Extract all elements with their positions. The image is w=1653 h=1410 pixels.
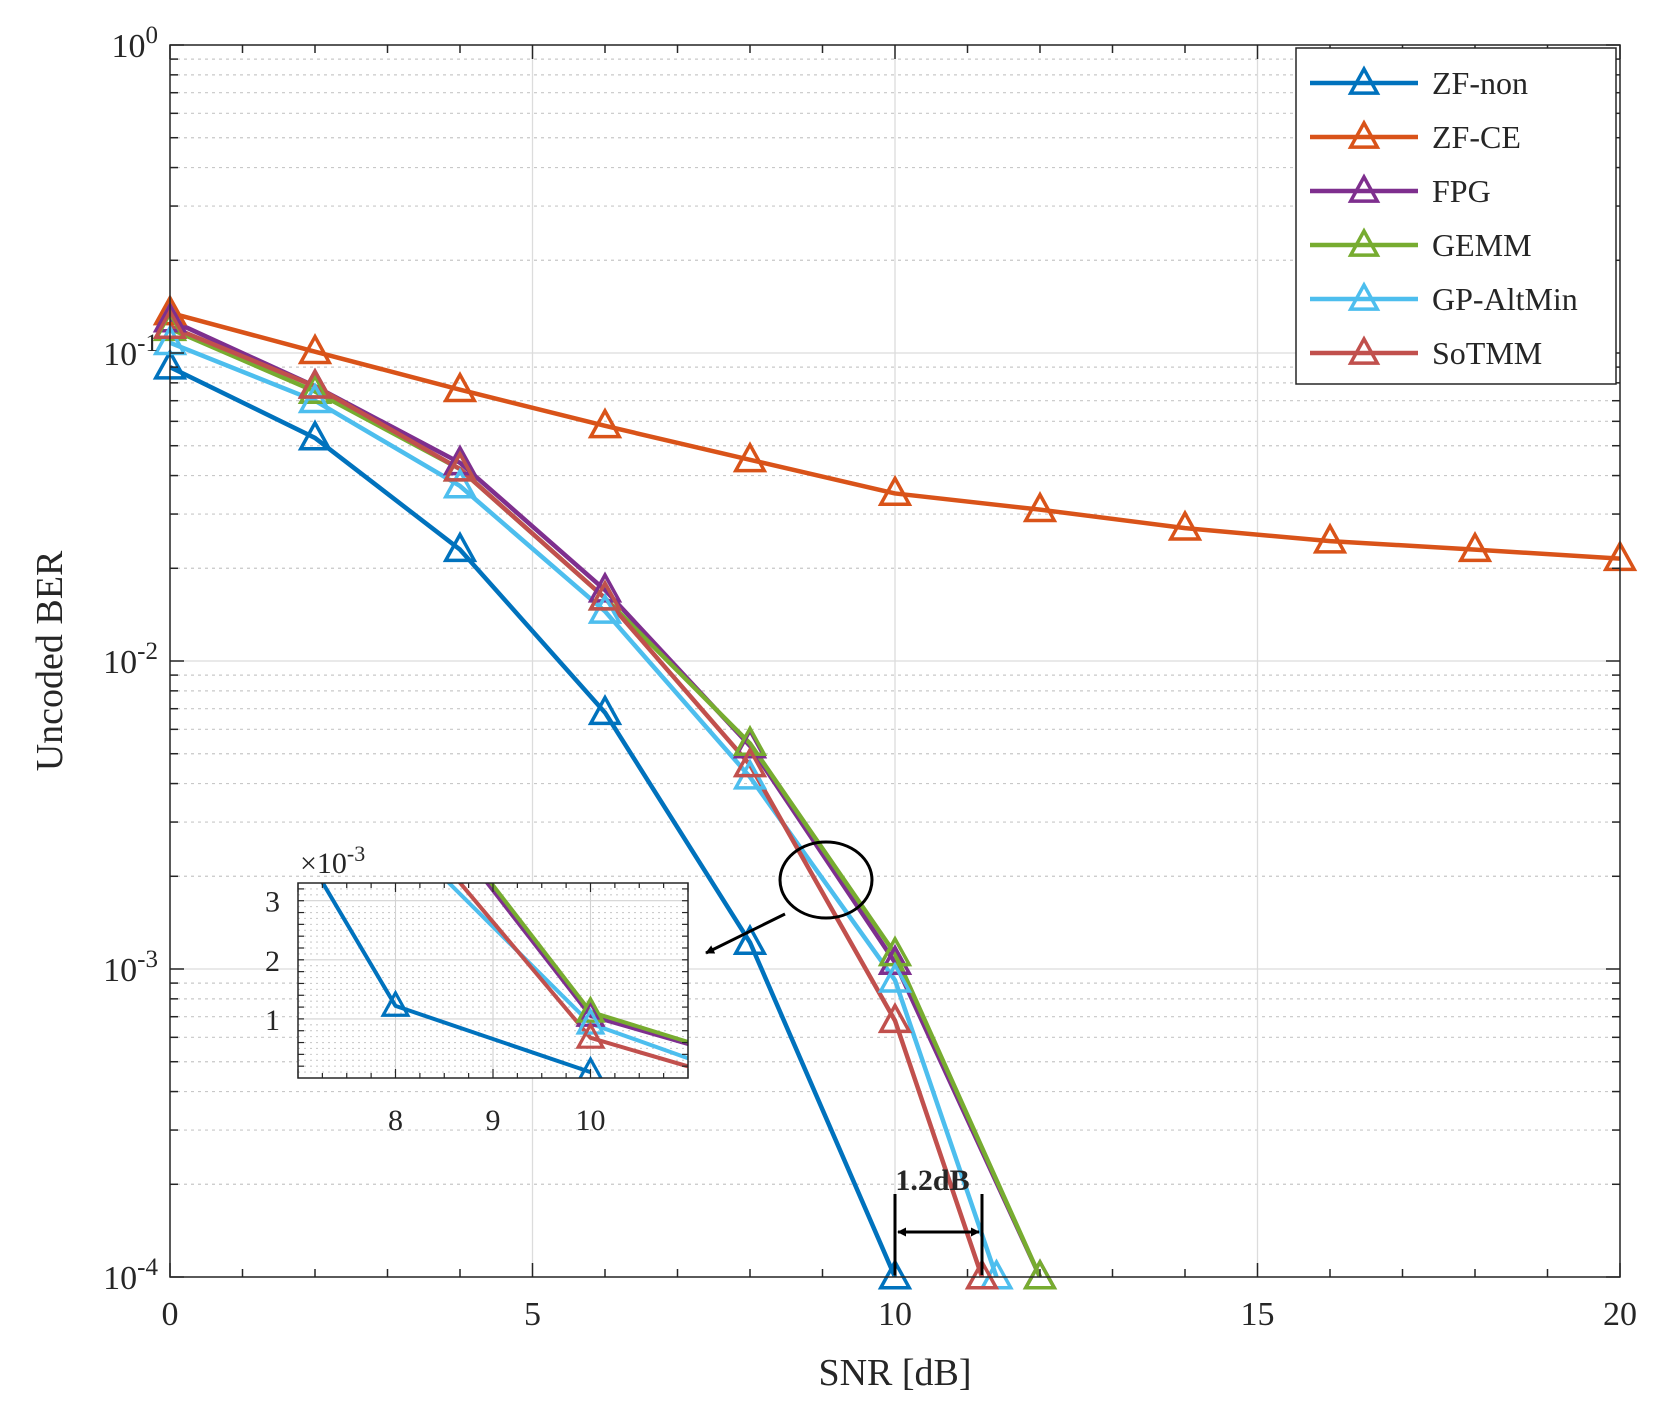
legend-swatch-marker: [1347, 119, 1381, 149]
data-point-zf-non: [877, 1258, 913, 1290]
main-tick-labels: 0 5 10 15 20 100 10-1 10-2 10-3 10-4: [103, 22, 1637, 1333]
data-point-gp-altmin: [442, 467, 478, 499]
legend-swatch-marker: [1347, 227, 1381, 257]
annotation-layer: 1.2dB: [705, 840, 984, 1275]
data-point-sotmm: [297, 367, 333, 399]
legend-entry-sotmm: SoTMM: [1310, 335, 1542, 371]
y-tick-label: 10-3: [103, 946, 158, 989]
x-tick-label: 5: [524, 1296, 541, 1333]
inset-data-point-gp-altmin: [383, 817, 408, 839]
inset-data-point-gemm: [383, 746, 408, 768]
data-point-gemm: [297, 372, 333, 405]
data-point-zf-ce: [1457, 530, 1493, 563]
inset-data-point-fpg: [773, 1059, 798, 1081]
x-axis-title: SNR [dB]: [818, 1352, 971, 1394]
series-line-zf-non: [170, 365, 898, 1277]
data-point-fpg: [877, 943, 913, 976]
data-point-zf-ce: [1312, 522, 1348, 554]
data-point-zf-ce: [732, 441, 768, 473]
data-point-zf-non: [297, 419, 333, 451]
inset-data-point-sotmm: [383, 793, 408, 815]
data-point-zf-ce: [297, 333, 333, 365]
data-point-fpg: [587, 571, 623, 603]
data-point-sotmm: [964, 1258, 1000, 1290]
x-tick-label: 15: [1241, 1296, 1275, 1333]
inset-x-tick-label: 9: [486, 1104, 501, 1137]
inset-data-point-zf-non: [380, 989, 411, 1017]
legend-swatch-marker: [1347, 335, 1381, 365]
data-point-sotmm: [442, 450, 478, 482]
legend-label: ZF-non: [1432, 65, 1528, 101]
highlight-ellipse: [778, 840, 874, 920]
legend-entry-gemm: GEMM: [1310, 227, 1532, 263]
data-point-zf-non: [587, 693, 623, 726]
y-axis-title: Uncoded BER: [29, 550, 71, 771]
data-point-sotmm: [732, 746, 768, 778]
legend-label: ZF-CE: [1432, 119, 1521, 155]
legend-entry-zf-non: ZF-non: [1310, 65, 1528, 101]
y-tick-label: 10-4: [103, 1254, 158, 1297]
data-point-sotmm: [587, 579, 623, 611]
inset-y-tick-label: 2: [265, 945, 280, 978]
legend-label: GEMM: [1432, 227, 1532, 263]
x-tick-label: 0: [162, 1296, 179, 1333]
data-point-zf-ce: [1022, 491, 1058, 523]
x-tick-label: 20: [1603, 1296, 1637, 1333]
main-ticks: [169, 44, 1621, 1278]
legend-box: [1295, 47, 1617, 385]
legend-label: SoTMM: [1432, 335, 1542, 371]
legend-entry-zf-ce: ZF-CE: [1310, 119, 1521, 155]
inset-data-point-gemm: [773, 1059, 798, 1081]
inset-data-point-gp-altmin: [715, 1059, 740, 1081]
data-point-gemm: [1022, 1258, 1058, 1290]
inset-series-line-fpg: [484, 883, 688, 1047]
inset-markers-group: [188, 663, 798, 1081]
data-point-zf-non: [732, 923, 768, 955]
legend-swatch-marker: [1347, 173, 1381, 203]
data-point-zf-ce: [877, 474, 913, 506]
data-point-sotmm: [877, 1001, 913, 1034]
legend-swatch-marker: [1347, 281, 1381, 311]
inset-data-point-sotmm: [575, 1021, 606, 1049]
legend-label: GP-AltMin: [1432, 281, 1578, 317]
data-point-zf-ce: [1167, 509, 1203, 541]
inset-data-point-sotmm: [695, 1059, 720, 1081]
data-point-zf-ce: [587, 407, 623, 439]
inset-series-line-zf-non: [320, 883, 592, 1074]
inset-data-point-gemm: [575, 995, 606, 1023]
data-point-zf-non: [442, 530, 478, 563]
inset-y-tick-label: 3: [265, 886, 280, 919]
inset-x-tick-label: 10: [576, 1104, 606, 1137]
data-point-gemm: [732, 724, 768, 756]
legend: ZF-non ZF-CE FPG GEMM GP-AltMin SoTMM: [1295, 47, 1617, 385]
inset-data-point-gp-altmin: [575, 1007, 606, 1035]
data-point-zf-ce: [442, 371, 478, 403]
inset-data-point-fpg: [383, 752, 408, 774]
legend-entry-fpg: FPG: [1310, 173, 1491, 209]
main-markers-group: [152, 294, 1638, 1290]
y-tick-label: 100: [112, 22, 159, 65]
inset-exponent-label: ×10-3: [300, 841, 365, 880]
inset-ticks: [297, 883, 689, 1078]
inset-plot: 8 9 10 1 2 3 ×10-3: [188, 663, 798, 1137]
y-tick-label: 10-2: [103, 638, 158, 681]
inset-data-point-zf-non: [188, 663, 213, 685]
series-line-zf-ce: [170, 310, 1620, 561]
legend-entry-gp-altmin: GP-AltMin: [1310, 281, 1578, 317]
legend-swatch-marker: [1347, 65, 1381, 95]
x-tick-label: 10: [878, 1296, 912, 1333]
y-tick-label: 10-1: [103, 330, 158, 373]
inset-data-point-zf-non: [578, 1055, 603, 1078]
pointer-arrow: [705, 912, 786, 955]
inset-x-tick-label: 8: [388, 1104, 403, 1137]
legend-label: FPG: [1432, 173, 1491, 209]
gap-label: 1.2dB: [895, 1164, 969, 1197]
inset-y-tick-label: 1: [265, 1004, 280, 1037]
data-point-gp-altmin: [877, 961, 913, 993]
